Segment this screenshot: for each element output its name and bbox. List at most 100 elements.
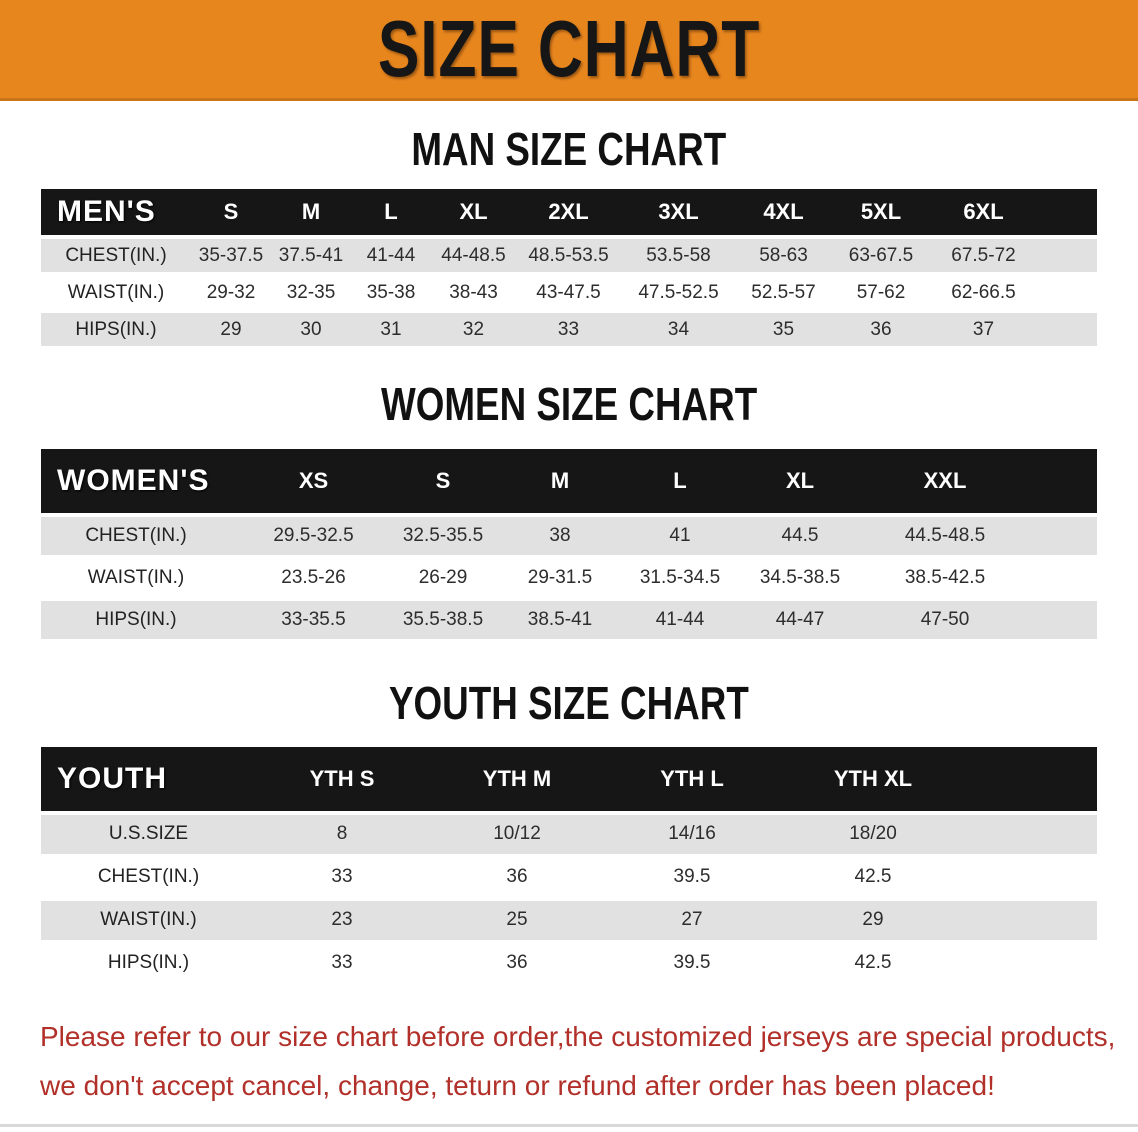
size-column-header: XXL — [870, 448, 1020, 513]
size-value-cell: 33 — [256, 943, 428, 983]
row-label: WAIST(IN.) — [41, 900, 256, 940]
size-value-cell: 39.5 — [606, 943, 778, 983]
size-value-cell: 35-37.5 — [191, 239, 271, 273]
size-value-cell: 25 — [428, 900, 606, 940]
row-spacer — [968, 857, 1097, 897]
size-value-cell: 36 — [831, 313, 931, 347]
size-column-header: 5XL — [831, 189, 931, 236]
row-spacer — [1020, 558, 1097, 597]
row-spacer — [1036, 239, 1097, 273]
size-value-cell: 41 — [630, 516, 730, 555]
size-value-cell: 38-43 — [431, 276, 516, 310]
size-value-cell: 34.5-38.5 — [730, 558, 870, 597]
size-value-cell: 29-32 — [191, 276, 271, 310]
size-value-cell: 37.5-41 — [271, 239, 351, 273]
size-value-cell: 29.5-32.5 — [231, 516, 396, 555]
size-value-cell: 42.5 — [778, 857, 968, 897]
table-group-label: YOUTH — [41, 746, 256, 811]
table-row: CHEST(IN.) 29.5-32.5 32.5-35.5 38 41 44.5 44.5… — [41, 516, 1097, 555]
section-men: MAN SIZE CHART MEN'S S M L XL 2XL 3XL 4XL 5XL 6XL… — [0, 125, 1138, 350]
size-value-cell: 47.5-52.5 — [621, 276, 736, 310]
table-header-row: WOMEN'S XS S M L XL XXL — [41, 448, 1097, 513]
size-value-cell: 42.5 — [778, 943, 968, 983]
size-value-cell: 36 — [428, 943, 606, 983]
size-value-cell: 63-67.5 — [831, 239, 931, 273]
row-label: HIPS(IN.) — [41, 943, 256, 983]
youth-section-heading-text: YOUTH SIZE CHART — [389, 676, 749, 729]
size-value-cell: 34 — [621, 313, 736, 347]
size-value-cell: 44-48.5 — [431, 239, 516, 273]
size-value-cell: 10/12 — [428, 814, 606, 854]
size-value-cell: 32-35 — [271, 276, 351, 310]
size-value-cell: 37 — [931, 313, 1036, 347]
size-value-cell: 32.5-35.5 — [396, 516, 490, 555]
size-column-header: L — [351, 189, 431, 236]
banner: SIZE CHART — [0, 0, 1138, 101]
row-spacer — [1020, 516, 1097, 555]
size-value-cell: 41-44 — [351, 239, 431, 273]
size-value-cell: 44-47 — [730, 600, 870, 639]
table-row: U.S.SIZE 8 10/12 14/16 18/20 — [41, 814, 1097, 854]
size-value-cell: 38 — [490, 516, 630, 555]
section-women: WOMEN SIZE CHART WOMEN'S XS S M L XL XXL CHEST(… — [0, 380, 1138, 642]
size-value-cell: 35 — [736, 313, 831, 347]
table-row: CHEST(IN.) 35-37.5 37.5-41 41-44 44-48.5 48.5… — [41, 239, 1097, 273]
row-label: CHEST(IN.) — [41, 857, 256, 897]
header-spacer — [1020, 448, 1097, 513]
size-value-cell: 35-38 — [351, 276, 431, 310]
row-label: U.S.SIZE — [41, 814, 256, 854]
women-section-heading: WOMEN SIZE CHART — [0, 380, 1138, 429]
table-row: WAIST(IN.) 23.5-26 26-29 29-31.5 31.5-34.5 34… — [41, 558, 1097, 597]
size-value-cell: 31.5-34.5 — [630, 558, 730, 597]
row-spacer — [968, 900, 1097, 940]
men-section-heading-text: MAN SIZE CHART — [411, 123, 727, 175]
size-value-cell: 31 — [351, 313, 431, 347]
size-column-header: L — [630, 448, 730, 513]
youth-size-table: YOUTH YTH S YTH M YTH L YTH XL U.S.SIZE 8 10/12… — [41, 743, 1097, 987]
size-column-header: YTH XL — [778, 746, 968, 811]
size-column-header: XL — [431, 189, 516, 236]
bottom-edge-line — [0, 1124, 1138, 1128]
size-column-header: YTH M — [428, 746, 606, 811]
size-value-cell: 26-29 — [396, 558, 490, 597]
row-spacer — [1036, 276, 1097, 310]
size-value-cell: 29 — [778, 900, 968, 940]
table-row: HIPS(IN.) 33-35.5 35.5-38.5 38.5-41 41-44 44-… — [41, 600, 1097, 639]
size-value-cell: 8 — [256, 814, 428, 854]
size-value-cell: 23.5-26 — [231, 558, 396, 597]
size-value-cell: 48.5-53.5 — [516, 239, 621, 273]
table-header-row: MEN'S S M L XL 2XL 3XL 4XL 5XL 6XL — [41, 189, 1097, 236]
size-column-header: YTH L — [606, 746, 778, 811]
size-column-header: 4XL — [736, 189, 831, 236]
size-value-cell: 52.5-57 — [736, 276, 831, 310]
size-value-cell: 44.5 — [730, 516, 870, 555]
size-value-cell: 33 — [256, 857, 428, 897]
size-value-cell: 29-31.5 — [490, 558, 630, 597]
table-row: WAIST(IN.) 29-32 32-35 35-38 38-43 43-47.5 47.… — [41, 276, 1097, 310]
size-value-cell: 44.5-48.5 — [870, 516, 1020, 555]
youth-section-heading: YOUTH SIZE CHART — [0, 676, 1138, 729]
size-value-cell: 39.5 — [606, 857, 778, 897]
size-value-cell: 33-35.5 — [231, 600, 396, 639]
size-value-cell: 58-63 — [736, 239, 831, 273]
size-value-cell: 14/16 — [606, 814, 778, 854]
size-value-cell: 62-66.5 — [931, 276, 1036, 310]
size-value-cell: 41-44 — [630, 600, 730, 639]
size-value-cell: 57-62 — [831, 276, 931, 310]
table-row: HIPS(IN.) 29 30 31 32 33 34 35 36 37 — [41, 313, 1097, 347]
size-value-cell: 38.5-41 — [490, 600, 630, 639]
table-group-label: MEN'S — [41, 189, 191, 236]
header-spacer — [1036, 189, 1097, 236]
banner-title: SIZE CHART — [377, 4, 761, 93]
table-row: HIPS(IN.) 33 36 39.5 42.5 — [41, 943, 1097, 983]
size-value-cell: 67.5-72 — [931, 239, 1036, 273]
size-value-cell: 47-50 — [870, 600, 1020, 639]
table-row: WAIST(IN.) 23 25 27 29 — [41, 900, 1097, 940]
header-spacer — [968, 746, 1097, 811]
row-label: HIPS(IN.) — [41, 313, 191, 347]
men-size-table: MEN'S S M L XL 2XL 3XL 4XL 5XL 6XL CHEST(IN.) 35-37… — [41, 185, 1097, 350]
size-column-header: M — [490, 448, 630, 513]
disclaimer-line-2: we don't accept cancel, change, teturn o… — [40, 1069, 995, 1101]
table-row: CHEST(IN.) 33 36 39.5 42.5 — [41, 857, 1097, 897]
